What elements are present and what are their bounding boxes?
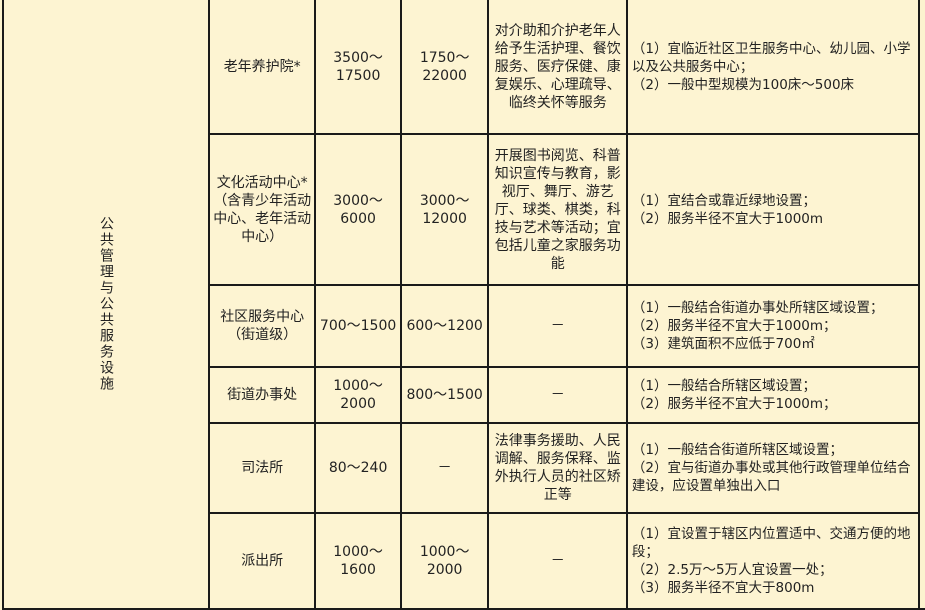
requirement-line: （2）服务半径不宜大于1000m； — [631, 318, 837, 334]
requirement-line: （1）宜临近社区卫生服务中心、幼儿园、小学以及公共服务中心； — [631, 40, 911, 75]
setting-requirements: （1）一般结合街道所辖区域设置； （2）宜与街道办事处或其他行政管理单位结合建设，… — [625, 422, 925, 514]
requirement-line: （2）一般中型规模为100床～500床 — [631, 76, 855, 93]
setting-requirements: （1）一般结合所辖区域设置； （2）服务半径不宜大于1000m； — [625, 366, 925, 424]
building-area: 3000～6000 — [314, 133, 402, 286]
facility-name: 街道办事处 — [207, 366, 317, 424]
requirement-line: （3）服务半径不宜大于800m — [631, 580, 815, 596]
land-area: 800～1500 — [399, 366, 490, 424]
building-area: 1000～2000 — [314, 366, 402, 424]
setting-requirements: （1）宜设置于辖区内位置适中、交通方便的地段； （2）2.5万～5万人宜设置一处；… — [625, 512, 925, 610]
requirement-line: （3）建筑面积不应低于700㎡ — [631, 336, 815, 352]
setting-requirements: （1）宜结合或靠近绿地设置； （2）服务半径不宜大于1000m — [625, 133, 925, 286]
requirement-line: （2）2.5万～5万人宜设置一处； — [631, 562, 833, 578]
requirement-line: （1）一般结合街道办事处所辖区域设置； — [631, 300, 884, 316]
facility-name: 文化活动中心*（含青少年活动中心、老年活动中心） — [207, 133, 317, 286]
facility-name: 老年养护院* — [207, 0, 317, 135]
facility-name: 社区服务中心（街道级） — [207, 284, 317, 368]
table-row: 街道办事处 1000～2000 800～1500 －（1）一般结合所辖区域设置； （2）… — [3, 366, 925, 424]
requirement-line: （2）服务半径不宜大于1000m — [631, 210, 824, 227]
requirement-line: （1）一般结合所辖区域设置； — [631, 378, 817, 394]
table-row: 司法所 80～240 －法律事务援助、人民调解、服务保释、监外执行人员的社区矫正等（… — [3, 422, 925, 514]
requirement-line: （1）宜结合或靠近绿地设置； — [631, 192, 817, 209]
table-row: 文化活动中心*（含青少年活动中心、老年活动中心） 3000～6000 3000～12… — [3, 133, 925, 286]
service-content: 法律事务援助、人民调解、服务保释、监外执行人员的社区矫正等 — [487, 422, 628, 514]
service-content: － — [487, 284, 628, 368]
requirement-line: （2）服务半径不宜大于1000m； — [631, 396, 837, 412]
setting-requirements: （1）宜临近社区卫生服务中心、幼儿园、小学以及公共服务中心； （2）一般中型规模为… — [625, 0, 925, 135]
land-area: 1000～2000 — [399, 512, 490, 610]
service-content: － — [487, 512, 628, 610]
building-area: 700～1500 — [314, 284, 402, 368]
building-area: 3500～17500 — [314, 0, 402, 135]
table-right-edge — [918, 0, 925, 608]
building-area: 1000～1600 — [314, 512, 402, 610]
setting-requirements: （1）一般结合街道办事处所辖区域设置； （2）服务半径不宜大于1000m； （3）建… — [625, 284, 925, 368]
requirement-line: （1）一般结合街道所辖区域设置； — [631, 442, 844, 458]
service-content: 对介助和介护老年人给予生活护理、餐饮服务、医疗保健、康复娱乐、心理疏导、临终关怀… — [487, 0, 628, 135]
land-area: － — [399, 422, 490, 514]
building-area: 80～240 — [314, 422, 402, 514]
requirement-line: （1）宜设置于辖区内位置适中、交通方便的地段； — [631, 526, 911, 560]
service-content: 开展图书阅览、科普知识宣传与教育，影视厅、舞厅、游艺厅、球类、棋类，科技与艺术等… — [487, 133, 628, 286]
category-cell: 公共管理与公共服务设施 — [2, 0, 210, 610]
requirement-line: （2）宜与街道办事处或其他行政管理单位结合建设，应设置单独出入口 — [631, 460, 911, 494]
table-row: 社区服务中心（街道级） 700～1500 600～1200 －（1）一般结合街道办事处… — [3, 284, 925, 368]
land-area: 3000～12000 — [399, 133, 490, 286]
facility-name: 司法所 — [207, 422, 317, 514]
service-content: － — [487, 366, 628, 424]
land-area: 600～1200 — [399, 284, 490, 368]
land-area: 1750～22000 — [399, 0, 490, 135]
facility-name: 派出所 — [207, 512, 317, 610]
